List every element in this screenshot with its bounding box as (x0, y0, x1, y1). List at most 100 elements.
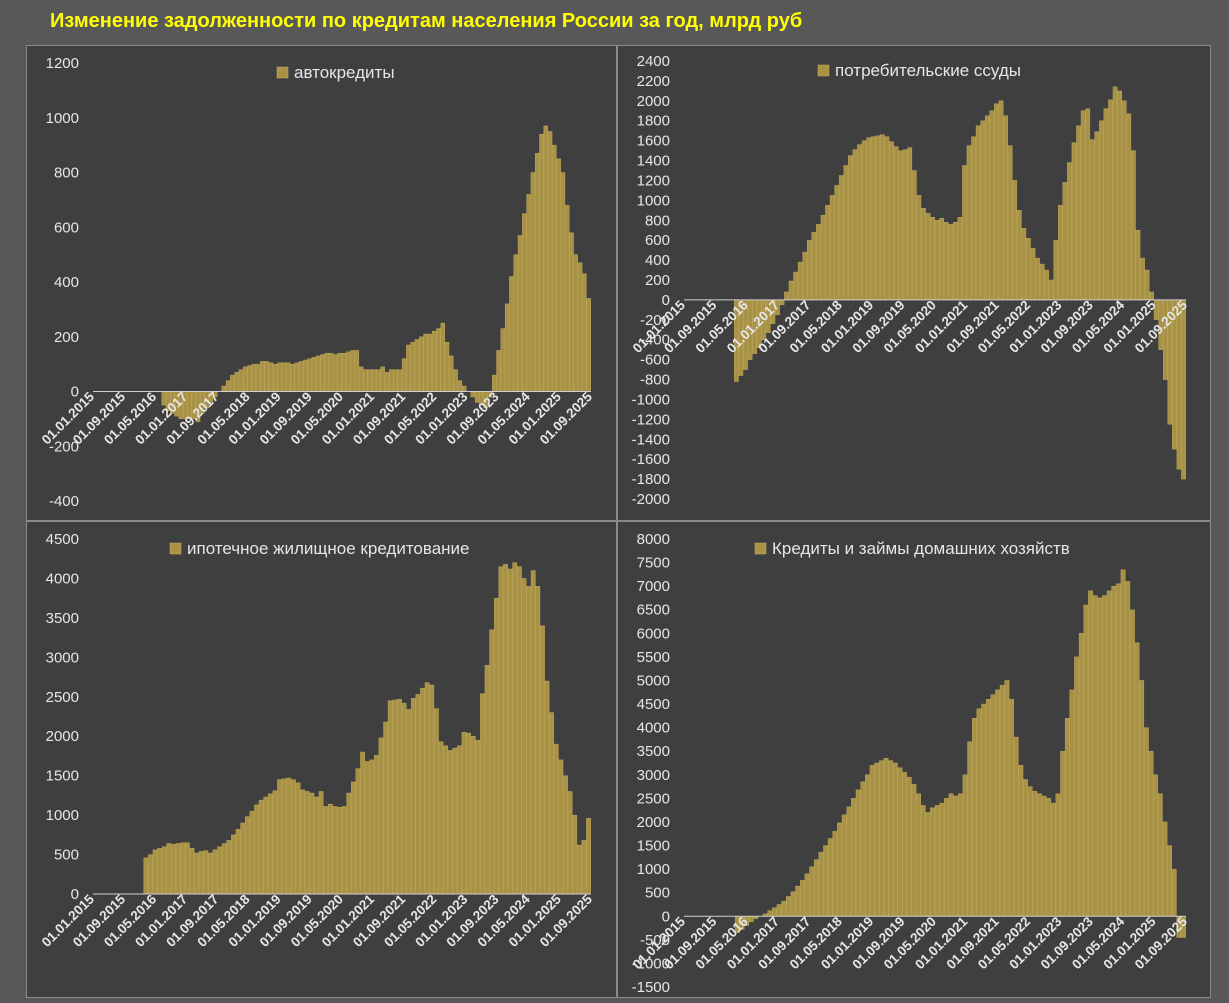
consumer-loans-bar (1144, 269, 1150, 301)
consumer-loans-bar (820, 215, 826, 301)
household-loans-ytick-label: 6500 (637, 602, 670, 619)
household-loans-bar (1157, 793, 1163, 917)
mortgage-chart-svg: 05001000150020002500300035004000450001.0… (39, 531, 596, 950)
consumer-loans-bar (880, 134, 885, 301)
mortgage-bar (221, 843, 227, 895)
mortgage-bar (157, 848, 163, 895)
mortgage-bar (544, 680, 550, 895)
consumer-loans-ytick-label: 200 (645, 272, 670, 289)
auto-loans-bar (268, 362, 274, 392)
household-loans-bar (865, 774, 870, 917)
household-loans-bar (892, 762, 898, 917)
mortgage-bar (203, 850, 209, 895)
household-loans-bar (1051, 802, 1056, 917)
mortgage-bar (461, 732, 467, 895)
household-loans-bar (906, 776, 912, 917)
mortgage-bar (208, 852, 213, 895)
mortgage-ytick-label: 2000 (46, 728, 79, 745)
household-loans-bar (1148, 751, 1154, 917)
consumer-loans-ytick-label: 1600 (637, 133, 670, 150)
household-loans-bar (883, 758, 889, 917)
mortgage-bar (470, 736, 476, 895)
mortgage-bar (314, 796, 319, 895)
mortgage-legend-swatch (169, 542, 182, 555)
consumer-loans-bar (921, 208, 926, 301)
mortgage-bar (420, 687, 425, 895)
consumer-loans-bar (916, 195, 922, 301)
consumer-loans-bar (779, 299, 785, 306)
consumer-loans-bar (925, 213, 931, 301)
household-loans-chart-svg: -1500 -1000 -500 0 500 1000 1500 2000 2500 3000 35… (630, 531, 1191, 996)
consumer-loans-bar (1044, 269, 1049, 301)
auto-loans-bar (534, 153, 540, 392)
auto-loans-bar (444, 342, 450, 392)
mortgage-bar (406, 709, 412, 895)
auto-loans-bar (440, 322, 445, 392)
household-loans-bar (1134, 642, 1140, 917)
mortgage-bar (392, 699, 398, 895)
auto-loans-legend-label: автокредиты (294, 63, 395, 82)
mortgage-bar (401, 702, 407, 895)
auto-loans-bar (234, 372, 239, 392)
household-loans-bar (795, 885, 801, 917)
auto-loans-bar (354, 350, 360, 392)
consumer-loans-ytick-label: -2000 (632, 491, 670, 508)
auto-loans-bar (401, 358, 407, 392)
auto-loans-bar (462, 385, 467, 392)
mortgage-ytick-label: 4500 (46, 531, 79, 548)
auto-loans-bar (243, 366, 248, 392)
mortgage-bar (521, 578, 527, 895)
mortgage-legend-label: ипотечное жилищное кредитование (187, 539, 470, 558)
mortgage-bar (295, 782, 301, 895)
auto-loans-ytick-label: 0 (71, 384, 79, 401)
household-loans-bar (1074, 656, 1079, 917)
consumer-loans-ytick-label: -400 (640, 332, 670, 349)
household-loans-bar (1097, 597, 1103, 917)
mortgage-bar (434, 708, 439, 895)
auto-loans-bar (320, 354, 325, 392)
auto-loans-bar (371, 369, 377, 392)
mortgage-bar (263, 796, 269, 895)
household-loans-bar (925, 812, 931, 917)
household-loans-bar (962, 774, 968, 917)
chart-panel-consumer-loans: -2000 -1800 -1600 -1400 -1200 -1000 -800 -600 -4… (617, 45, 1211, 521)
mortgage-bar (489, 629, 495, 895)
auto-loans-bar (367, 369, 372, 392)
mortgage-bar (198, 851, 204, 895)
household-loans-bar (799, 880, 805, 917)
mortgage-ytick-label: 4000 (46, 570, 79, 587)
consumer-loans-bar (1058, 205, 1063, 301)
consumer-loans-bar (1012, 180, 1018, 301)
auto-loans-bar (358, 366, 364, 392)
mortgage-bar (498, 566, 504, 895)
mortgage-bar (277, 779, 282, 895)
household-loans-bar (823, 845, 828, 917)
mortgage-bar (235, 829, 241, 895)
auto-loans-ytick-label: 800 (54, 165, 79, 182)
consumer-loans-bar (930, 217, 935, 301)
consumer-loans-bar (797, 261, 803, 301)
consumer-loans-ytick-label: -1600 (632, 451, 670, 468)
consumer-loans-ytick-label: 0 (662, 292, 670, 309)
consumer-loans-bar (994, 103, 999, 301)
household-loans-ytick-label: 2500 (637, 790, 670, 807)
mortgage-ytick-label: 3500 (46, 610, 79, 627)
household-loans-bar (832, 831, 838, 917)
auto-loans-bar (230, 374, 235, 392)
mortgage-bar (383, 721, 389, 895)
consumer-loans-bar (1089, 139, 1095, 301)
household-loans-bar (990, 694, 996, 917)
mortgage-bar (171, 844, 176, 895)
auto-loans-bar (436, 328, 441, 392)
auto-loans-ytick-label: 400 (54, 274, 79, 291)
auto-loans-bar (303, 359, 308, 392)
auto-loans-bar (406, 344, 411, 392)
mortgage-bar (327, 803, 333, 895)
auto-loans-bar (470, 391, 475, 398)
mortgage-bar (226, 840, 232, 895)
mortgage-bar (272, 790, 278, 895)
household-loans-ytick-label: 7000 (637, 578, 670, 595)
consumer-loans-bar (870, 136, 876, 301)
auto-loans-bar (389, 369, 394, 392)
mortgage-bar (309, 792, 315, 895)
